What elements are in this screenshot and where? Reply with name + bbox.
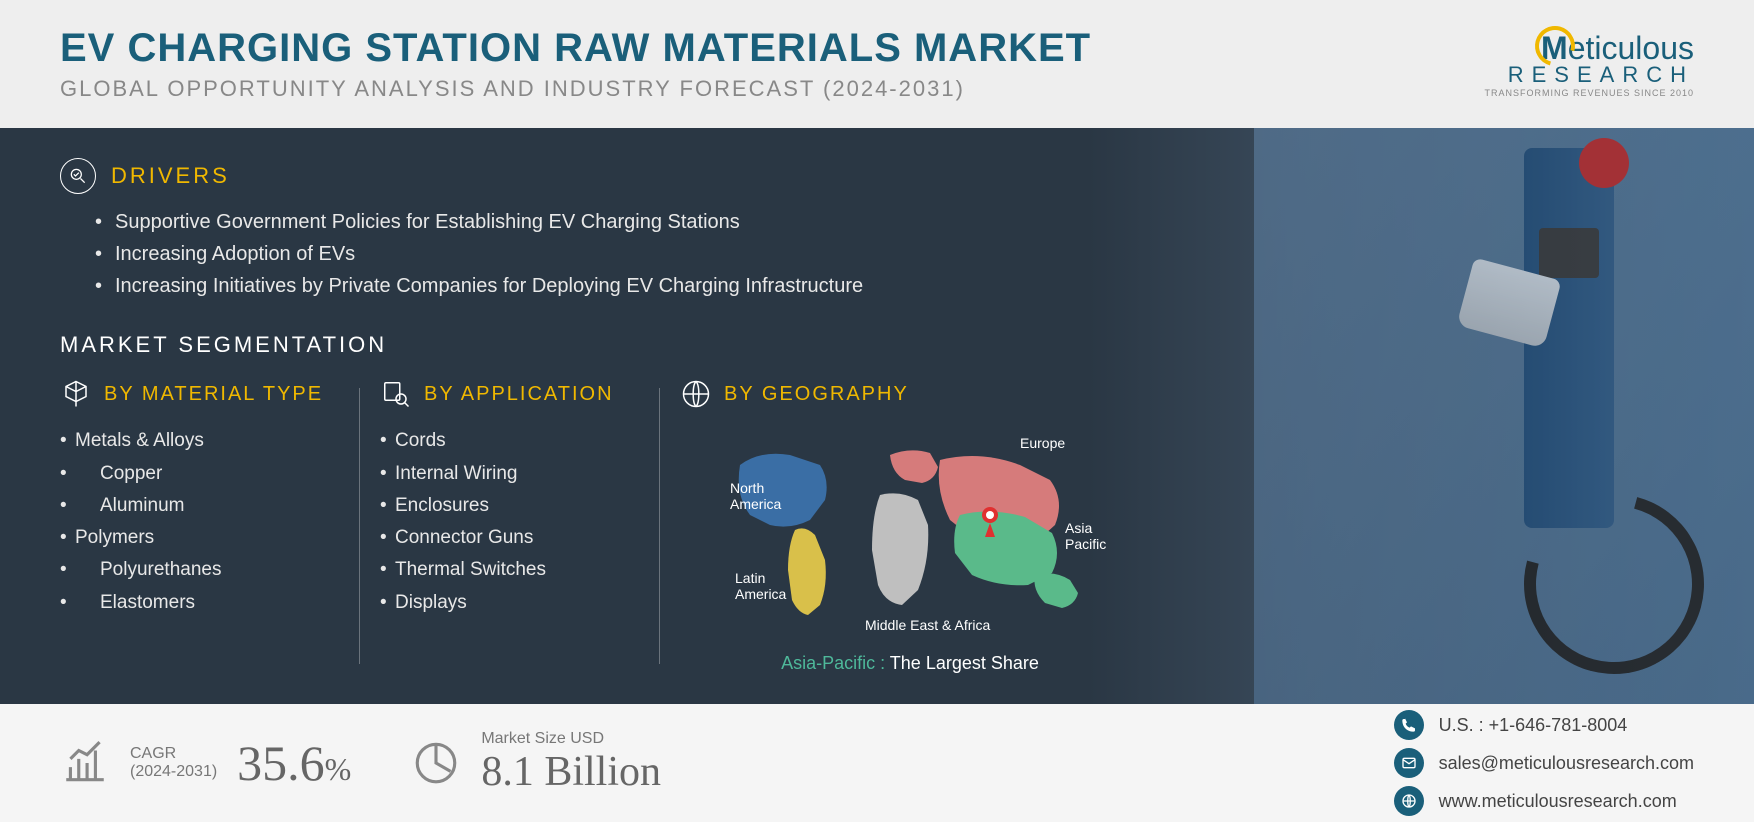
email-icon <box>1394 748 1424 778</box>
page-subtitle: GLOBAL OPPORTUNITY ANALYSIS AND INDUSTRY… <box>60 76 1484 102</box>
application-list: Cords Internal Wiring Enclosures Connect… <box>380 425 640 619</box>
contact-info: U.S. : +1-646-781-8004 sales@meticulousr… <box>1394 710 1694 816</box>
page-title: EV CHARGING STATION RAW MATERIALS MARKET <box>60 26 1484 71</box>
magnify-icon <box>380 378 412 410</box>
list-item: Polymers <box>75 522 340 554</box>
seg-geography: BY GEOGRAPHY <box>680 378 1140 674</box>
drivers-list: Supportive Government Policies for Estab… <box>60 206 1694 302</box>
map-label-la: LatinAmerica <box>735 570 786 602</box>
web-icon <box>1394 786 1424 816</box>
market-size-stat: Market Size USD 8.1 Billion <box>411 730 661 796</box>
material-list: Metals & Alloys Copper Aluminum Polymers… <box>60 425 340 619</box>
list-item: Polyurethanes <box>75 554 340 586</box>
segmentation-title: MARKET SEGMENTATION <box>60 332 1694 358</box>
list-item: Connector Guns <box>395 522 640 554</box>
driver-item: Supportive Government Policies for Estab… <box>115 206 1694 238</box>
header: EV CHARGING STATION RAW MATERIALS MARKET… <box>0 0 1754 128</box>
contact-email: sales@meticulousresearch.com <box>1394 748 1694 778</box>
main-content: DRIVERS Supportive Government Policies f… <box>0 128 1754 704</box>
footer: CAGR(2024-2031) 35.6% Market Size USD 8.… <box>0 704 1754 822</box>
list-item: Displays <box>395 587 640 619</box>
list-item: Copper <box>75 458 340 490</box>
world-map: NorthAmerica Europe AsiaPacific LatinAme… <box>680 425 1120 645</box>
map-caption: Asia-Pacific : The Largest Share <box>680 653 1140 674</box>
list-item: Elastomers <box>75 587 340 619</box>
map-label-mea: Middle East & Africa <box>865 617 990 633</box>
cube-icon <box>60 378 92 410</box>
list-item: Metals & Alloys <box>75 425 340 457</box>
seg-material: BY MATERIAL TYPE Metals & Alloys Copper … <box>60 378 340 674</box>
driver-item: Increasing Adoption of EVs <box>115 238 1694 270</box>
map-label-eu: Europe <box>1020 435 1065 451</box>
bar-chart-icon <box>60 738 110 788</box>
list-item: Internal Wiring <box>395 458 640 490</box>
contact-web: www.meticulousresearch.com <box>1394 786 1694 816</box>
pie-chart-icon <box>411 738 461 788</box>
globe-icon <box>680 378 712 410</box>
list-item: Enclosures <box>395 490 640 522</box>
list-item: Thermal Switches <box>395 554 640 586</box>
drivers-icon <box>60 158 96 194</box>
seg-application: BY APPLICATION Cords Internal Wiring Enc… <box>380 378 640 674</box>
list-item: Aluminum <box>75 490 340 522</box>
brand-logo: Meticulous RESEARCH TRANSFORMING REVENUE… <box>1484 30 1694 98</box>
cagr-stat: CAGR(2024-2031) 35.6% <box>60 734 351 792</box>
driver-item: Increasing Initiatives by Private Compan… <box>115 270 1694 302</box>
map-label-na: NorthAmerica <box>730 480 781 512</box>
map-label-ap: AsiaPacific <box>1065 520 1106 552</box>
contact-phone: U.S. : +1-646-781-8004 <box>1394 710 1694 740</box>
list-item: Cords <box>395 425 640 457</box>
phone-icon <box>1394 710 1424 740</box>
drivers-header: DRIVERS <box>60 158 1694 194</box>
